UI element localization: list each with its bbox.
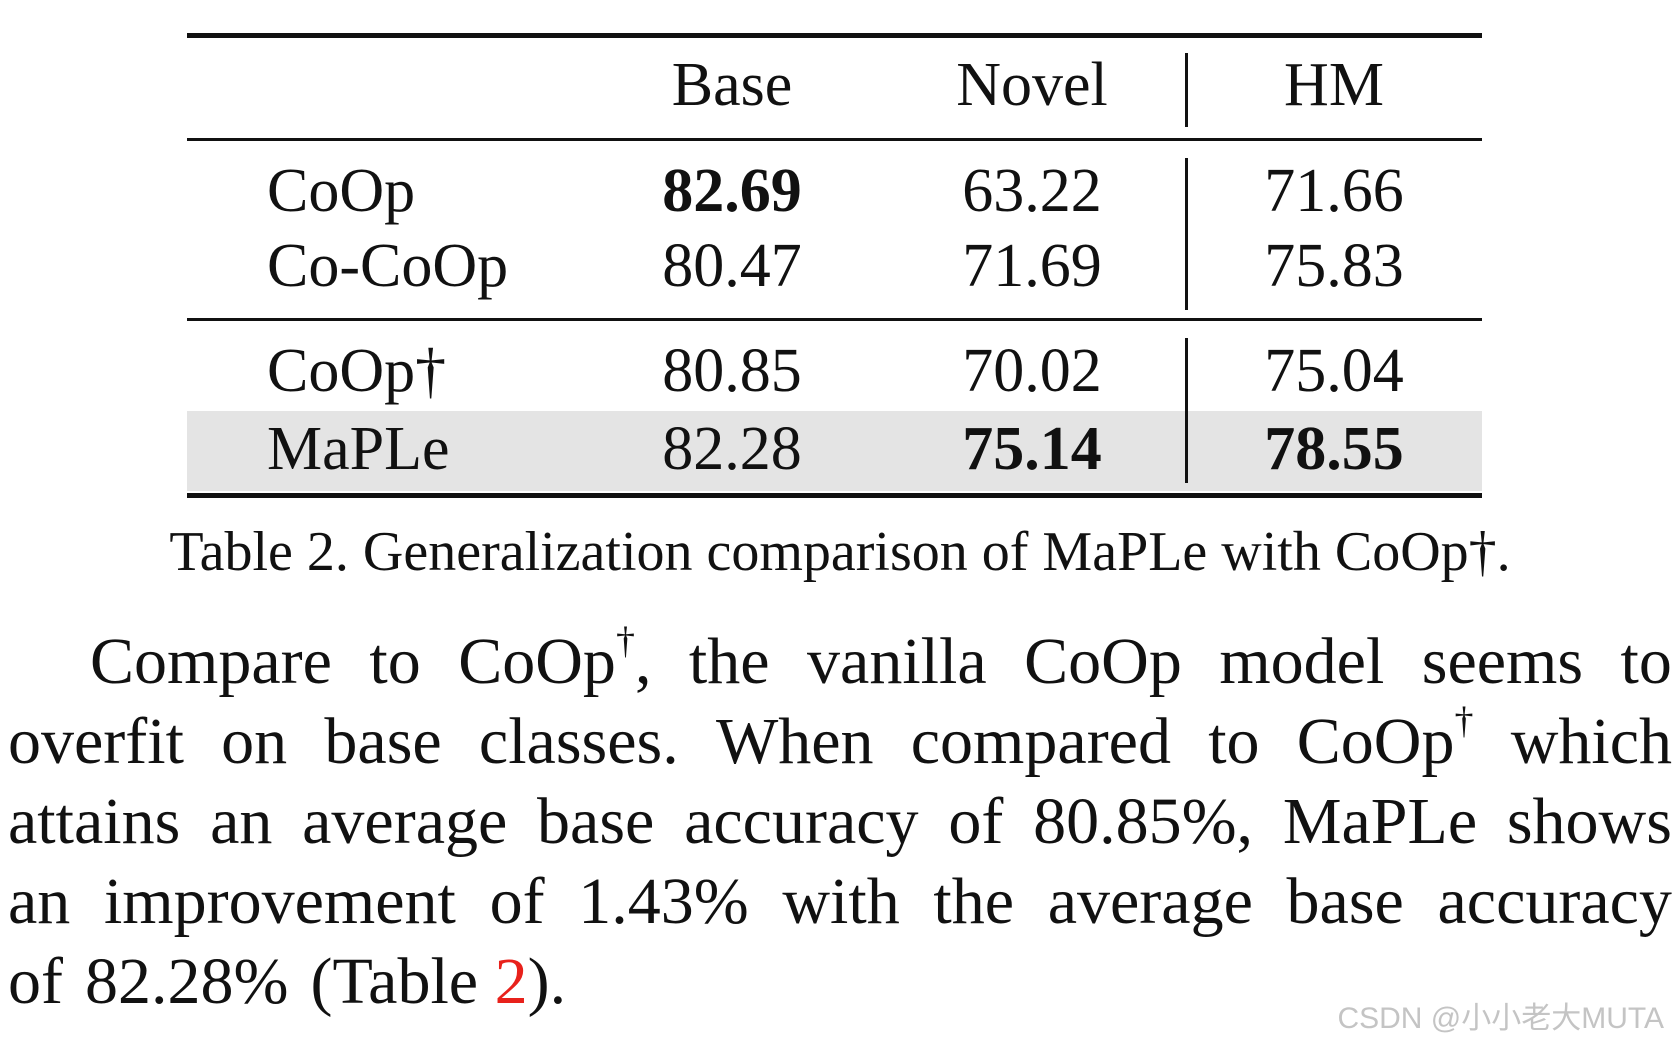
word: to xyxy=(1208,705,1260,778)
word: 80.85%, xyxy=(1033,785,1254,858)
paragraph-line: attains an average base accuracy of 80.8… xyxy=(8,782,1672,862)
word: with xyxy=(782,865,900,938)
word: When xyxy=(715,705,874,778)
word: CoOp xyxy=(1024,625,1182,698)
word: CoOp† xyxy=(1296,700,1474,778)
word: (Table 2). xyxy=(310,945,567,1018)
table-header-rule xyxy=(187,138,1482,141)
word: which xyxy=(1510,705,1672,778)
word: average xyxy=(302,785,508,858)
novel-cell: 70.02 xyxy=(962,337,1102,405)
paragraph-line: overfit on base classes. When compared t… xyxy=(8,702,1672,782)
word: compared xyxy=(910,705,1171,778)
body-paragraph: Compare to CoOp†, the vanilla CoOp model… xyxy=(8,622,1672,1022)
word: base xyxy=(1286,865,1404,938)
novel-cell: 71.69 xyxy=(962,232,1102,300)
table-bottom-rule xyxy=(187,493,1482,498)
hm-cell: 78.55 xyxy=(1264,415,1404,483)
method-cell: Co-CoOp xyxy=(267,232,509,300)
word: model xyxy=(1219,625,1385,698)
word: the xyxy=(688,625,770,698)
paragraph-line: of 82.28% (Table 2). xyxy=(8,942,1672,1022)
table-group-rule xyxy=(187,318,1482,321)
table-reference-link[interactable]: 2 xyxy=(494,945,528,1018)
base-cell: 82.28 xyxy=(662,415,802,483)
base-cell: 80.47 xyxy=(662,232,802,300)
word: shows xyxy=(1506,785,1672,858)
word: an xyxy=(210,785,273,858)
word: MaPLe xyxy=(1282,785,1478,858)
table-row: CoOp† 80.85 70.02 75.04 xyxy=(187,335,1482,407)
word: classes. xyxy=(478,705,679,778)
hm-cell: 75.04 xyxy=(1264,337,1404,405)
word: average xyxy=(1047,865,1253,938)
word: an xyxy=(8,865,71,938)
word: base xyxy=(324,705,442,778)
header-base: Base xyxy=(671,51,793,119)
word: of xyxy=(489,865,545,938)
base-cell: 80.85 xyxy=(662,337,802,405)
watermark: CSDN @小小老大MUTA xyxy=(1337,1002,1664,1035)
word: base xyxy=(537,785,655,858)
novel-cell: 75.14 xyxy=(962,415,1102,483)
word: attains xyxy=(8,785,181,858)
table-header-row: Base Novel HM xyxy=(187,49,1482,121)
word: 82.28% xyxy=(84,945,289,1018)
method-cell: CoOp xyxy=(267,157,416,225)
header-novel: Novel xyxy=(956,51,1108,119)
highlighted-row-background xyxy=(187,411,1482,491)
word: 1.43% xyxy=(578,865,749,938)
table-caption: Table 2. Generalization comparison of Ma… xyxy=(169,521,1511,583)
word: vanilla xyxy=(807,625,987,698)
word: on xyxy=(221,705,288,778)
novel-cell: 63.22 xyxy=(962,157,1102,225)
hm-cell: 71.66 xyxy=(1264,157,1404,225)
word: seems xyxy=(1421,625,1584,698)
header-hm: HM xyxy=(1284,51,1384,119)
word: to xyxy=(369,625,421,698)
word: improvement xyxy=(103,865,456,938)
table-row: Co-CoOp 80.47 71.69 75.83 xyxy=(187,230,1482,302)
column-separator xyxy=(1185,53,1188,127)
word: accuracy xyxy=(684,785,919,858)
word: accuracy xyxy=(1437,865,1672,938)
word: the xyxy=(933,865,1015,938)
paragraph-line: an improvement of 1.43% with the average… xyxy=(8,862,1672,942)
word: of xyxy=(948,785,1004,858)
base-cell: 82.69 xyxy=(662,157,802,225)
word: Compare xyxy=(90,625,332,698)
word: of xyxy=(8,945,63,1018)
method-cell: CoOp† xyxy=(267,337,447,405)
column-separator xyxy=(1185,338,1188,483)
table-row: CoOp 82.69 63.22 71.66 xyxy=(187,155,1482,227)
word: overfit xyxy=(8,705,184,778)
table-top-rule xyxy=(187,33,1482,38)
method-cell: MaPLe xyxy=(267,415,450,483)
word: CoOp†, xyxy=(458,620,652,698)
table-row-highlighted: MaPLe 82.28 75.14 78.55 xyxy=(187,413,1482,485)
hm-cell: 75.83 xyxy=(1264,232,1404,300)
word: to xyxy=(1620,625,1672,698)
paragraph-line: Compare to CoOp†, the vanilla CoOp model… xyxy=(8,622,1672,702)
column-separator xyxy=(1185,158,1188,310)
